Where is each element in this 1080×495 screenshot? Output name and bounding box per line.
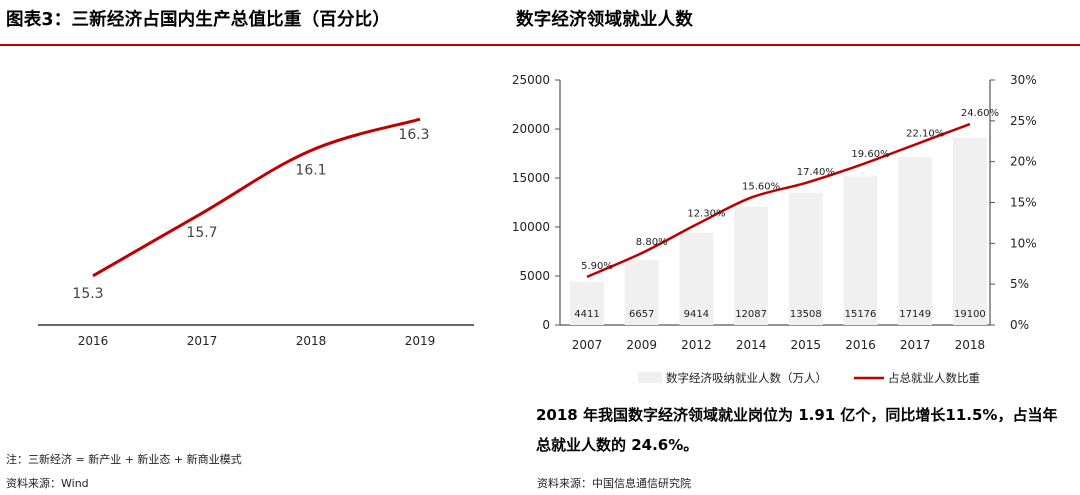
left-y-tick-label: 5000 — [519, 269, 550, 283]
header-divider — [0, 44, 1080, 46]
legend-bar-label: 数字经济吸纳就业人数（万人） — [666, 371, 827, 385]
left-y-tick-label: 25000 — [512, 73, 550, 87]
right-combo-chart: 0 5000 10000 15000 20000 25000 0% 5% 10% 15% 20% 25… — [512, 73, 1037, 385]
bar — [624, 259, 659, 325]
left-source: 资料来源：Wind — [6, 477, 89, 490]
ratio-data-label: 5.90% — [581, 261, 613, 272]
x-tick-label: 2017 — [900, 338, 931, 352]
bar-value-label: 13508 — [790, 309, 822, 320]
bar-value-label: 4411 — [574, 309, 599, 320]
bar — [843, 176, 878, 325]
legend-bar-swatch — [638, 372, 662, 383]
data-label: 15.3 — [72, 286, 103, 302]
ratio-line — [586, 122, 971, 278]
x-tick-label: 2019 — [405, 334, 436, 348]
right-y-tick-label: 30% — [1010, 73, 1037, 87]
bar-value-label: 17149 — [899, 309, 931, 320]
left-y-tick-label: 10000 — [512, 220, 550, 234]
legend-line-label: 占总就业人数比重 — [888, 371, 980, 385]
left-y-tick-label: 0 — [542, 318, 550, 332]
x-tick-label: 2007 — [572, 338, 603, 352]
right-y-tick-label: 15% — [1010, 196, 1037, 210]
ratio-data-label: 24.60% — [961, 108, 999, 119]
data-label: 16.3 — [398, 127, 429, 143]
right-summary-text: 2018 年我国数字经济领域就业岗位为 1.91 亿个，同比增长11.5%，占当… — [536, 406, 1058, 454]
right-chart-title: 数字经济领域就业人数 — [516, 10, 693, 30]
ratio-data-label: 22.10% — [906, 129, 944, 140]
bar-value-label: 12087 — [735, 309, 767, 320]
bar — [679, 232, 714, 325]
x-tick-label: 2016 — [845, 338, 876, 352]
series-line — [92, 117, 421, 278]
x-tick-label: 2012 — [681, 338, 712, 352]
bar — [788, 192, 823, 325]
data-label: 15.7 — [186, 225, 217, 241]
right-source: 资料来源：中国信息通信研究院 — [537, 477, 691, 490]
ratio-data-label: 12.30% — [687, 209, 725, 220]
right-y-tick-label: 20% — [1010, 155, 1037, 169]
right-y-tick-label: 25% — [1010, 114, 1037, 128]
bar — [898, 156, 933, 325]
x-tick-label: 2016 — [78, 334, 109, 348]
x-tick-label: 2014 — [736, 338, 767, 352]
bar — [734, 206, 769, 325]
left-y-tick-label: 15000 — [512, 171, 550, 185]
bar-value-label: 15176 — [845, 309, 877, 320]
ratio-data-label: 8.80% — [636, 237, 668, 248]
bar-value-label: 19100 — [954, 309, 986, 320]
ratio-data-label: 19.60% — [851, 149, 889, 160]
bar — [952, 137, 987, 325]
x-tick-label: 2018 — [955, 338, 986, 352]
ratio-data-label: 15.60% — [742, 182, 780, 193]
right-y-tick-label: 0% — [1010, 318, 1029, 332]
left-footnote: 注：三新经济 = 新产业 + 新业态 + 新商业模式 — [6, 453, 242, 466]
bar — [570, 281, 604, 325]
ratio-data-label: 17.40% — [797, 167, 835, 178]
x-tick-label: 2009 — [626, 338, 657, 352]
right-y-tick-label: 5% — [1010, 277, 1029, 291]
x-tick-label: 2015 — [791, 338, 822, 352]
x-tick-label: 2018 — [296, 334, 327, 348]
bar-value-label: 9414 — [684, 309, 709, 320]
right-y-tick-label: 10% — [1010, 236, 1037, 250]
data-label: 16.1 — [295, 163, 326, 179]
left-chart-title: 图表3：三新经济占国内生产总值比重（百分比） — [6, 10, 391, 30]
bar-value-label: 6657 — [629, 309, 654, 320]
x-tick-label: 2017 — [187, 334, 218, 348]
left-y-tick-label: 20000 — [512, 122, 550, 136]
left-line-chart: 2016 2017 2018 2019 15.3 15.7 16.1 16.3 — [38, 117, 474, 348]
